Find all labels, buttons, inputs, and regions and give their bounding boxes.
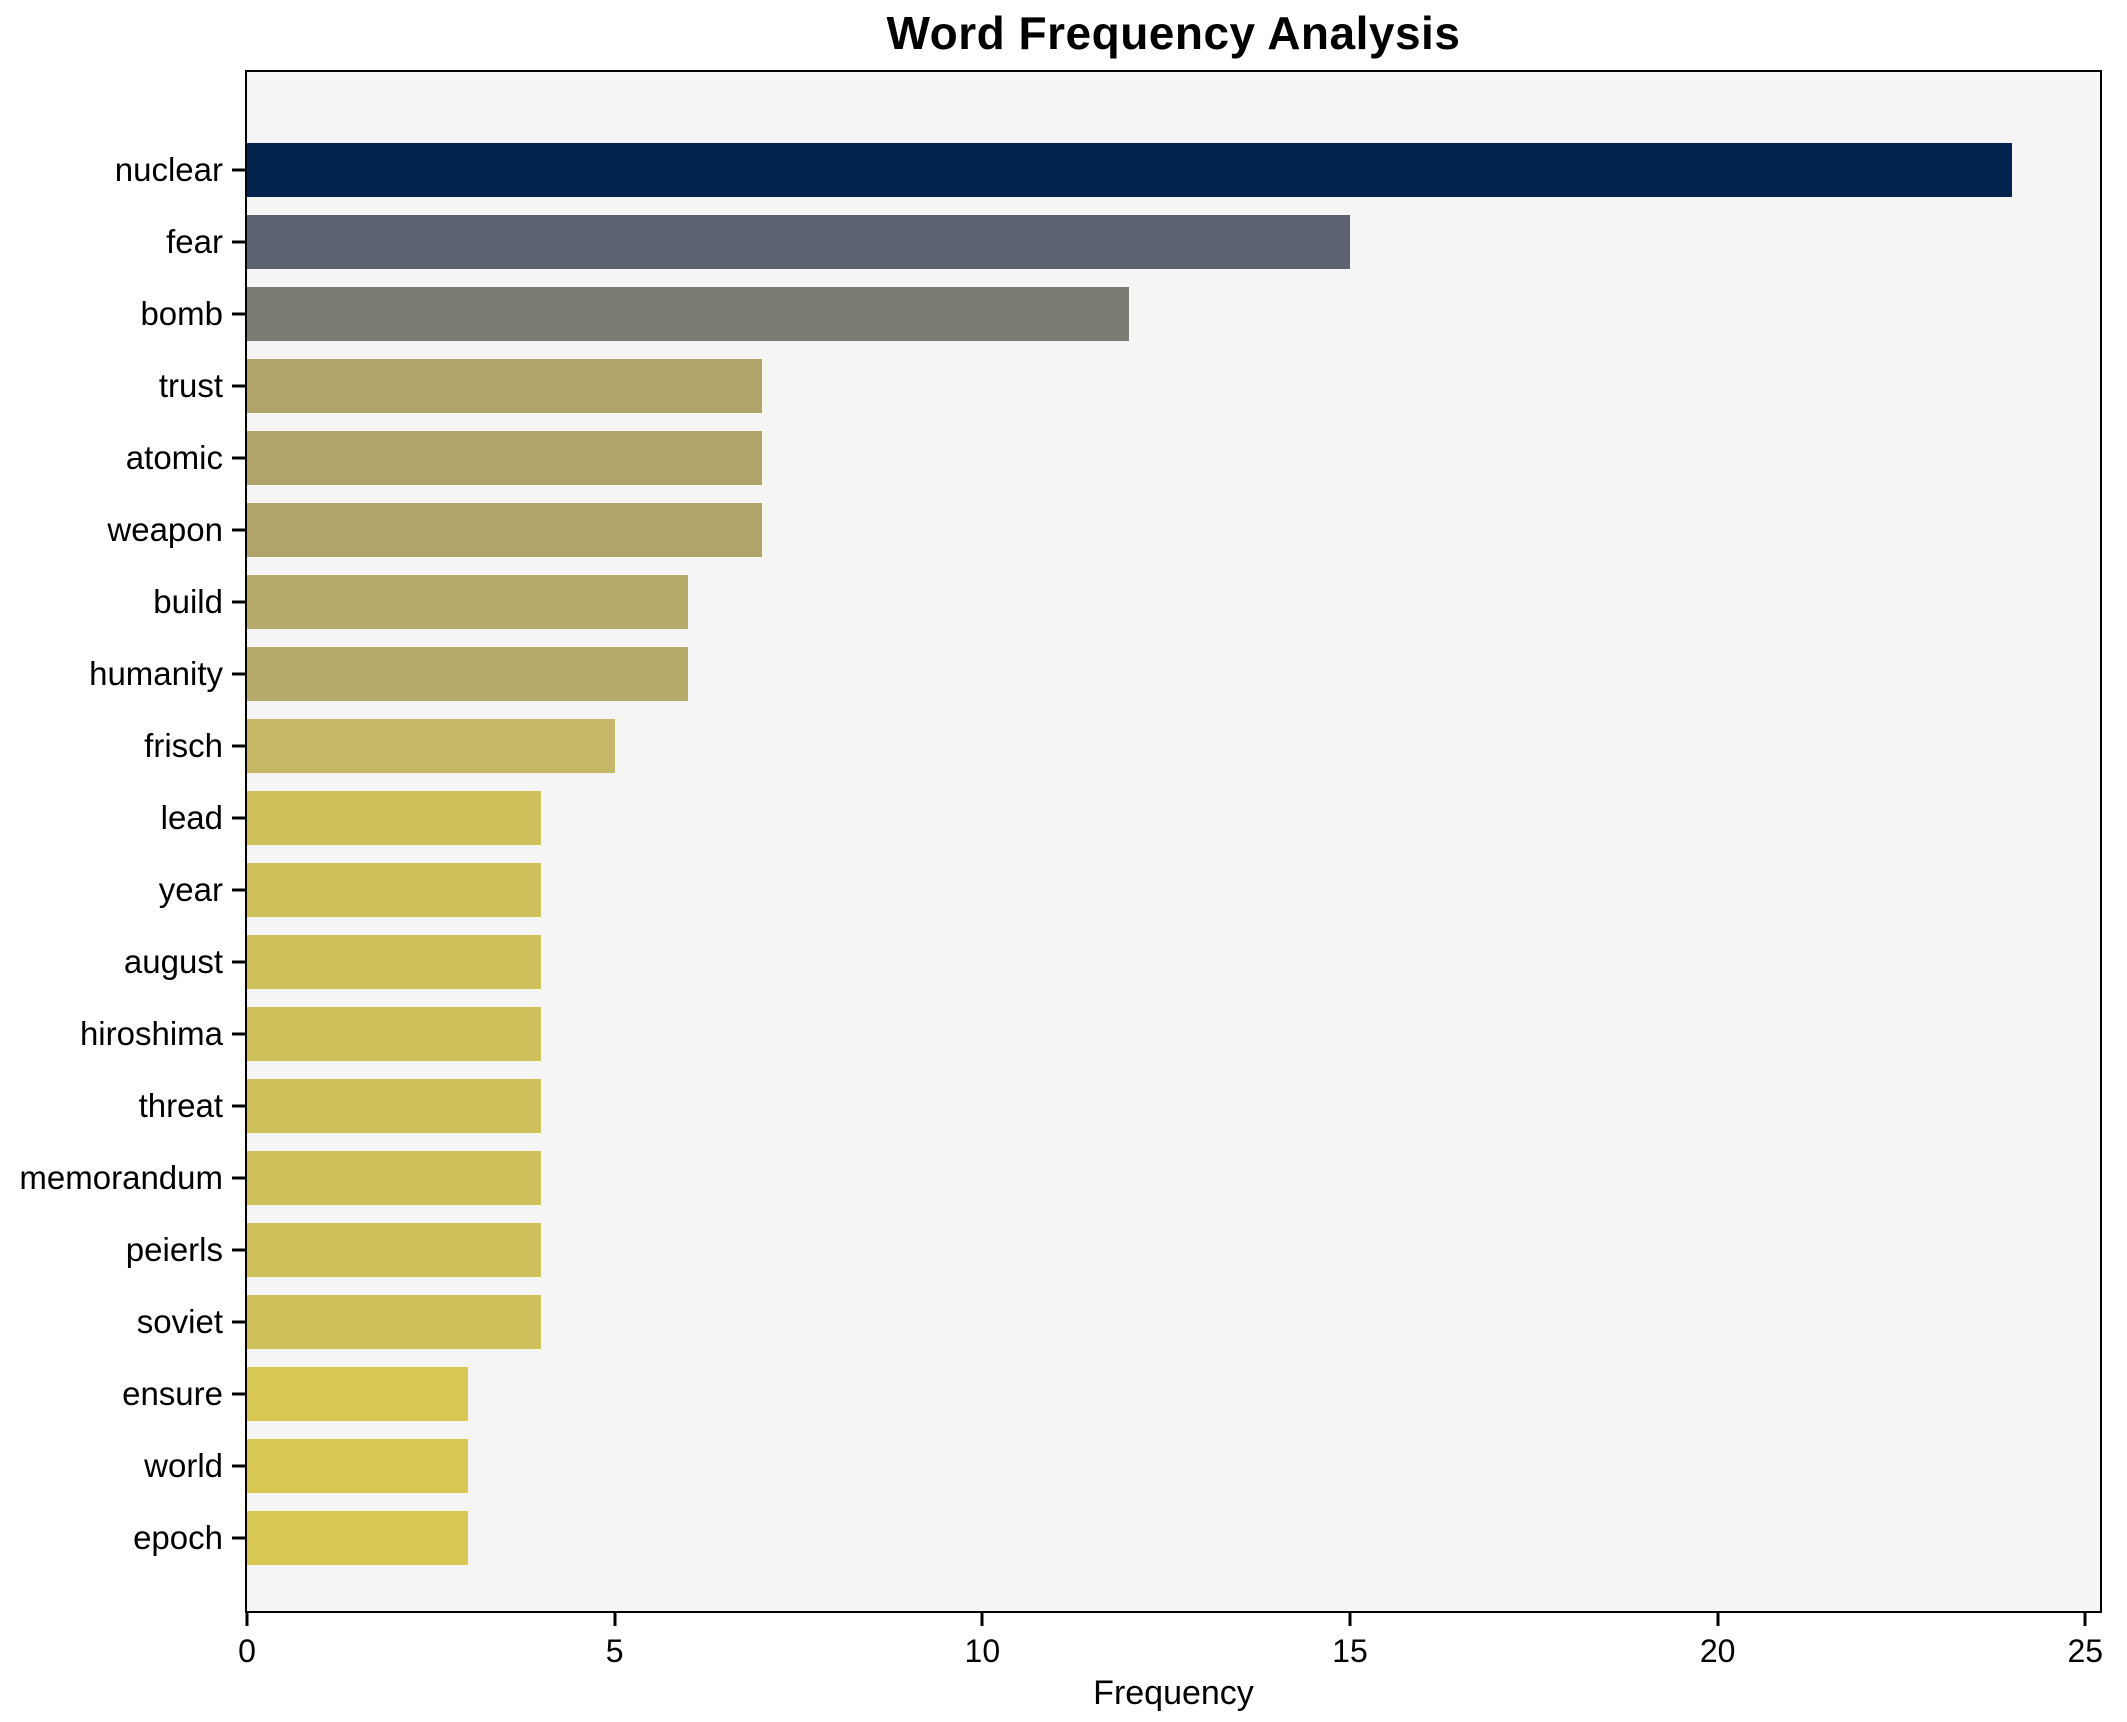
bar-row: nuclear bbox=[115, 134, 2100, 206]
y-axis-label: year bbox=[158, 871, 223, 908]
y-tick-mark bbox=[232, 312, 245, 316]
bar-row: trust bbox=[159, 350, 2100, 422]
x-tick-mark bbox=[2083, 1613, 2087, 1626]
x-tick-label: 0 bbox=[238, 1633, 256, 1669]
y-axis-label: nuclear bbox=[114, 151, 223, 188]
y-tick-mark bbox=[232, 384, 245, 388]
x-tick-mark bbox=[1716, 1613, 1720, 1626]
bar-row: peierls bbox=[126, 1214, 2100, 1286]
y-tick-mark bbox=[232, 240, 245, 244]
y-axis-label: epoch bbox=[133, 1519, 223, 1556]
bar-fear bbox=[247, 214, 1350, 270]
bar-row: build bbox=[153, 566, 2100, 638]
y-axis-label: august bbox=[123, 943, 223, 980]
y-axis-label: weapon bbox=[107, 511, 223, 548]
bar-peierls bbox=[247, 1222, 542, 1278]
y-axis-label: humanity bbox=[89, 655, 223, 692]
bar-row: frisch bbox=[144, 710, 2100, 782]
bar-frisch bbox=[247, 718, 615, 774]
y-axis-label: fear bbox=[166, 223, 223, 260]
y-tick-mark bbox=[232, 1104, 245, 1108]
bar-weapon bbox=[247, 502, 762, 558]
x-axis: 0 5 10 15 20 25 bbox=[238, 1613, 2104, 1703]
y-tick-mark bbox=[232, 1248, 245, 1252]
y-axis-label: hiroshima bbox=[79, 1015, 223, 1052]
bar-row: humanity bbox=[89, 638, 2100, 710]
x-tick-label: 5 bbox=[605, 1633, 624, 1669]
x-tick-label: 10 bbox=[964, 1633, 1001, 1669]
bar-row: year bbox=[159, 854, 2100, 926]
y-axis-label: threat bbox=[138, 1087, 223, 1124]
bar-august bbox=[247, 934, 542, 990]
bar-threat bbox=[247, 1078, 542, 1134]
x-tick-label: 25 bbox=[2067, 1633, 2104, 1669]
y-tick-mark bbox=[232, 1032, 245, 1036]
bar-row: memorandum bbox=[19, 1142, 2100, 1214]
bar-bomb bbox=[247, 286, 1130, 342]
bar-row: soviet bbox=[137, 1286, 2100, 1358]
bar-world bbox=[247, 1438, 468, 1494]
bar-atomic bbox=[247, 430, 762, 486]
y-axis-label: build bbox=[153, 583, 223, 620]
y-tick-mark bbox=[232, 168, 245, 172]
bar-row: lead bbox=[161, 782, 2100, 854]
y-axis-label: memorandum bbox=[19, 1159, 223, 1196]
bars: nuclear fear bomb trust atomic weapon build hum… bbox=[19, 72, 2100, 1611]
y-axis-label: ensure bbox=[122, 1375, 223, 1412]
bar-row: ensure bbox=[122, 1358, 2100, 1430]
y-tick-mark bbox=[232, 1176, 245, 1180]
bar-row: august bbox=[124, 926, 2100, 998]
y-tick-mark bbox=[232, 456, 245, 460]
bar-trust bbox=[247, 358, 762, 414]
bar-lead bbox=[247, 790, 542, 846]
y-tick-mark bbox=[232, 1536, 245, 1540]
chart-title: Word Frequency Analysis bbox=[886, 7, 1461, 59]
bar-row: world bbox=[144, 1430, 2100, 1502]
y-axis-label: trust bbox=[158, 367, 223, 404]
y-tick-mark bbox=[232, 816, 245, 820]
x-tick-mark bbox=[613, 1613, 617, 1626]
bar-memorandum bbox=[247, 1150, 542, 1206]
bar-row: fear bbox=[166, 206, 2100, 278]
y-tick-mark bbox=[232, 1464, 245, 1468]
y-tick-mark bbox=[232, 672, 245, 676]
y-axis-label: atomic bbox=[125, 439, 223, 476]
plot-area: nuclear fear bomb trust atomic weapon build hum… bbox=[19, 70, 2102, 1613]
y-axis-label: peierls bbox=[125, 1231, 223, 1268]
y-tick-mark bbox=[232, 600, 245, 604]
y-tick-mark bbox=[232, 960, 245, 964]
x-tick-mark bbox=[1348, 1613, 1352, 1626]
bar-year bbox=[247, 862, 542, 918]
bar-build bbox=[247, 574, 689, 630]
bar-row: weapon bbox=[107, 494, 2100, 566]
y-tick-mark bbox=[232, 528, 245, 532]
y-axis-label: soviet bbox=[136, 1303, 223, 1340]
bar-row: atomic bbox=[126, 422, 2100, 494]
x-tick-mark bbox=[980, 1613, 984, 1626]
bar-ensure bbox=[247, 1366, 468, 1422]
x-axis-title: Frequency bbox=[1093, 1674, 1254, 1712]
x-tick-label: 20 bbox=[1699, 1633, 1736, 1669]
bar-epoch bbox=[247, 1510, 468, 1566]
y-axis-label: lead bbox=[160, 799, 223, 836]
bar-soviet bbox=[247, 1294, 542, 1350]
bar-nuclear bbox=[247, 142, 2012, 198]
bar-hiroshima bbox=[247, 1006, 542, 1062]
bar-row: bomb bbox=[140, 278, 2100, 350]
y-axis-label: world bbox=[144, 1447, 223, 1484]
y-tick-mark bbox=[232, 1392, 245, 1396]
y-tick-mark bbox=[232, 1320, 245, 1324]
x-tick-mark bbox=[245, 1613, 249, 1626]
y-tick-mark bbox=[232, 888, 245, 892]
bar-humanity bbox=[247, 646, 689, 702]
bar-row: hiroshima bbox=[80, 998, 2100, 1070]
y-axis-label: frisch bbox=[144, 727, 223, 764]
y-tick-mark bbox=[232, 744, 245, 748]
x-tick-label: 15 bbox=[1332, 1633, 1368, 1669]
bar-row: threat bbox=[139, 1070, 2100, 1142]
y-axis-label: bomb bbox=[140, 295, 223, 332]
bar-row: epoch bbox=[133, 1502, 2100, 1574]
